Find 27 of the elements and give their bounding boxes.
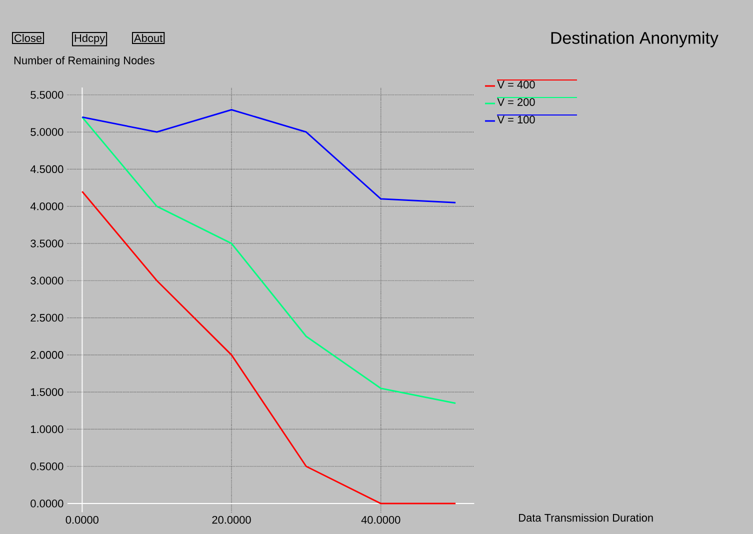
line-series [81,116,456,404]
y-axis-title: Number of Remaining Nodes [14,56,154,66]
y-tick-label: 4.5000 [30,165,64,174]
y-tick-label: 1.0000 [31,425,64,434]
y-tick-label: 2.0000 [30,351,64,359]
legend-label: V = 200 [497,98,535,106]
x-tick-label: 40.0000 [361,516,400,524]
legend-label: V = 400 [497,80,535,88]
y-tick-label: 4.0000 [30,202,64,210]
text: Destination Anonymity [551,32,718,48]
y-tick-label: 5.0000 [30,128,64,136]
text: Close [14,34,42,42]
y-tick-label: 0.0000 [30,500,64,508]
legend-label: V = 100 [497,116,535,124]
x-tick-label: 20.0000 [212,516,251,524]
y-tick-label: 2.5000 [30,314,64,322]
line-series [81,190,456,504]
text: About [134,34,163,42]
y-tick-label: 5.5000 [30,91,64,99]
text: Hdcpy [74,34,106,44]
y-tick-label: 3.5000 [30,240,64,248]
x-tick-label: 0.0000 [66,516,98,524]
y-tick-label: 1.5000 [31,388,64,396]
line-series [81,108,456,204]
y-tick-label: 3.0000 [30,276,64,284]
y-tick-label: 0.5000 [30,462,64,470]
x-axis-title: Data Transmission Duration [519,514,653,522]
